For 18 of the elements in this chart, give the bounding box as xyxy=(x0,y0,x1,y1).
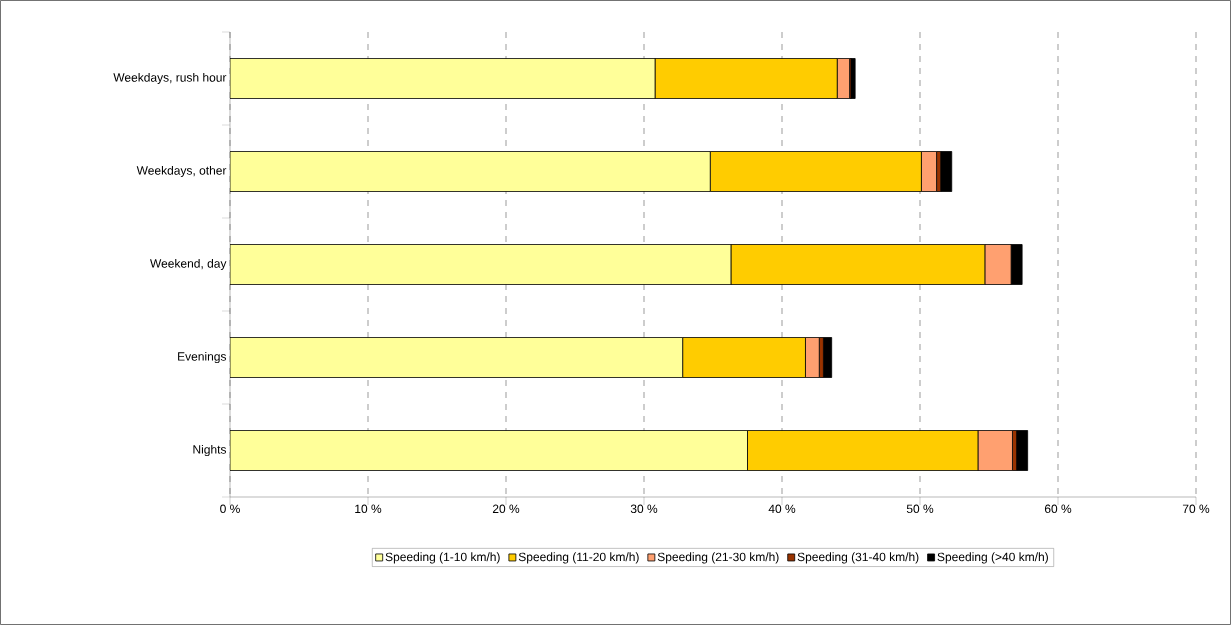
x-tick-label: 40 % xyxy=(768,504,796,514)
x-tick-label: 70 % xyxy=(1182,504,1210,514)
legend-label: Speeding (31-40 km/h) xyxy=(797,552,919,564)
y-tick-label: Evenings xyxy=(178,351,227,364)
legend-label: Speeding (>40 km/h) xyxy=(937,552,1048,564)
legend-label: Speeding (21-30 km/h) xyxy=(657,552,779,564)
y-tick-label: Nights xyxy=(193,444,227,457)
x-tick-label: 50 % xyxy=(906,504,934,514)
legend-label: Speeding (11-20 km/h) xyxy=(518,552,639,564)
x-tick-label: 20 % xyxy=(492,504,520,514)
x-tick-label: 60 % xyxy=(1044,504,1072,514)
x-tick-label: 10 % xyxy=(355,504,382,514)
y-tick-label: Weekend, day xyxy=(150,258,227,271)
y-tick-label: Weekdays, other xyxy=(136,165,227,178)
legend-label: Speeding (1-10 km/h) xyxy=(385,552,500,564)
x-tick-label: 30 % xyxy=(630,504,658,514)
x-tick-label: 0 % xyxy=(220,504,240,514)
y-tick-label: Weekdays, rush hour xyxy=(113,72,227,85)
